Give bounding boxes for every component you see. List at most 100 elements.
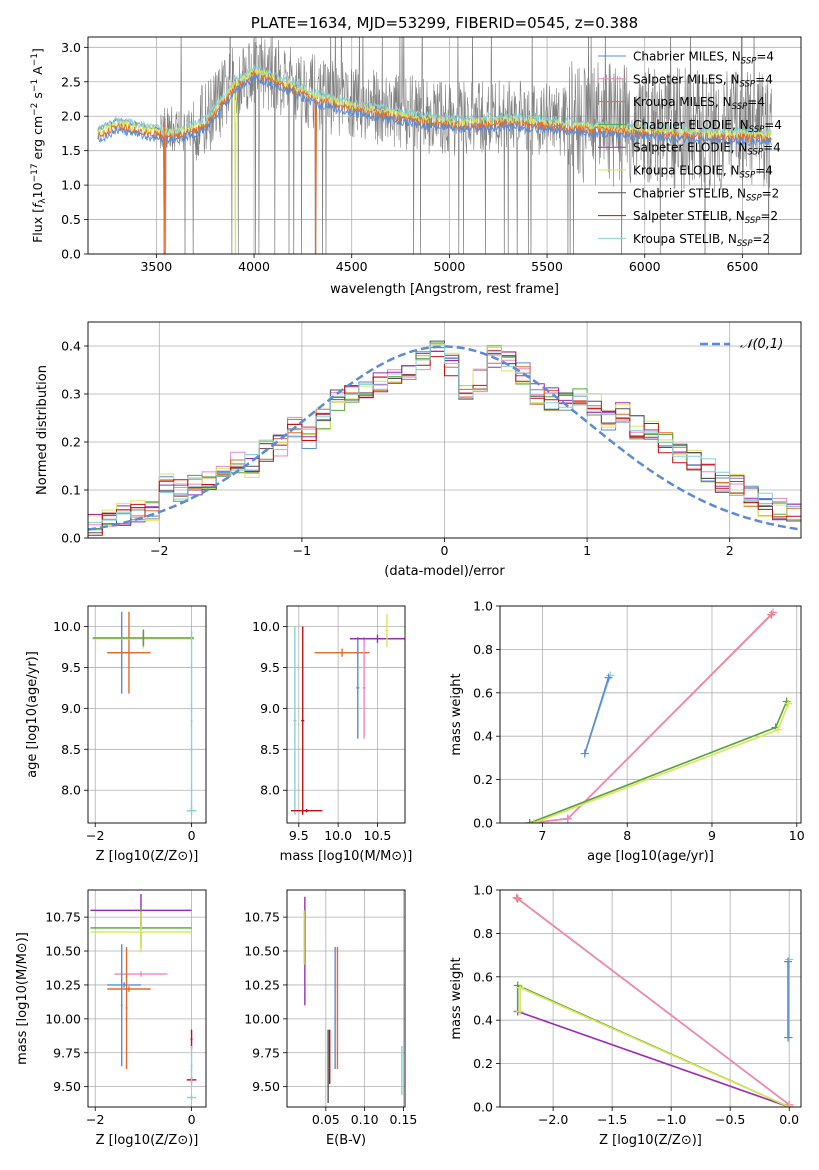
weight-line-salpeter-miles (516, 896, 790, 1106)
y-tick-label: 1.0 (61, 178, 81, 193)
x-tick-label: 10 (789, 828, 805, 843)
y-tick-label: 0.6 (473, 969, 493, 984)
x-tick-label: 9 (708, 828, 716, 843)
y-tick-label: 2.0 (61, 109, 81, 124)
x-tick-label: 1 (583, 543, 591, 558)
x-tick-label: −2 (150, 543, 168, 558)
axes-frame (499, 889, 802, 1108)
y-tick-label: 1.0 (473, 599, 493, 614)
weight-marker (784, 1033, 793, 1042)
spectrum-panel: 3500 4000 4500 5000 5500 6000 6500 0.0 0.5 1.0 1.5… (30, 14, 802, 297)
legend-entry: Chabrier ELODIE, NSSP=4 (633, 118, 782, 135)
weight-marker (769, 608, 778, 617)
x-tick-label: −2 (86, 1112, 104, 1127)
weight-line-chabrier-elodie (529, 701, 788, 823)
y-axis-label: Normed distribution (35, 365, 50, 495)
x-tick-label: 10.0 (324, 828, 352, 843)
weight-line-salpeter-miles (529, 611, 774, 823)
legend-entry: Salpeter STELIB, NSSP=2 (633, 209, 778, 226)
x-tick-label: 6000 (629, 259, 661, 274)
weight-line-kroupa-elodie (519, 986, 790, 1107)
weight-marker (774, 725, 783, 734)
y-tick-label: 0.0 (473, 1100, 493, 1115)
age_vs_Z-panel: −2 0 8.0 8.5 9.0 9.5 10.0 Z [log10(Z/Z⊙)] age [l… (25, 605, 207, 864)
y-tick-label: 10.50 (244, 944, 280, 959)
y-tick-label: 0.4 (473, 1013, 493, 1028)
weight-marker (785, 955, 794, 964)
residual-histogram-kroupa-stelib (88, 343, 801, 524)
y-tick-label: 0.8 (473, 926, 493, 941)
weight_vs_Z-panel: −2.0 −1.5 −1.0 −0.5 0.0 0.0 0.2 0.4 0.6 0.8 1.0 Z [… (449, 883, 802, 1148)
x-tick-label: −0.5 (715, 1112, 745, 1127)
y-tick-label: 2.5 (61, 74, 81, 89)
mass_vs_Z-panel: −2 0 9.50 9.75 10.00 10.25 10.50 10.75 Z [log10(… (15, 889, 207, 1148)
y-tick-label: 10.50 (45, 944, 81, 959)
y-tick-label: 0.0 (61, 247, 81, 262)
y-tick-label: 1.5 (61, 143, 81, 158)
y-axis-label: mass weight (449, 673, 464, 755)
x-tick-label: 9.5 (289, 828, 309, 843)
axes-frame (499, 605, 802, 824)
x-tick-label: −2.0 (538, 1112, 568, 1127)
residuals-panel: −2 −1 0 1 2 0.0 0.1 0.2 0.3 0.4 (data-model)/error… (35, 321, 802, 579)
residual-histogram-salpeter-stelib (88, 350, 801, 536)
y-tick-label: 10.0 (53, 619, 81, 634)
legend-entry: Kroupa ELODIE, NSSP=4 (633, 164, 773, 181)
x-tick-label: 0 (188, 1112, 196, 1127)
y-tick-label: 8.5 (260, 742, 280, 757)
x-tick-label: 0 (441, 543, 449, 558)
normal-distribution-curve (88, 345, 801, 531)
age_vs_Z-plot-area (92, 611, 197, 815)
y-tick-label: 0.2 (473, 1056, 493, 1071)
weight-marker (782, 697, 791, 706)
x-axis-label: Z [log10(Z/Z⊙)] (96, 1133, 199, 1148)
weight-line-salpeter-elodie (517, 1010, 790, 1107)
weight-marker (516, 1007, 525, 1016)
y-tick-label: 9.75 (53, 1045, 81, 1060)
axes-frame (87, 889, 207, 1108)
y-tick-label: 10.25 (45, 977, 81, 992)
x-tick-label: −1.0 (656, 1112, 686, 1127)
y-axis-label: age [log10(age/yr)] (25, 651, 40, 778)
y-tick-label: 8.0 (260, 783, 280, 798)
x-tick-label: 8 (623, 828, 631, 843)
y-tick-label: 0.6 (473, 685, 493, 700)
y-tick-label: 0.8 (473, 642, 493, 657)
x-tick-label: 0 (188, 828, 196, 843)
y-tick-label: 9.50 (252, 1079, 280, 1094)
x-axis-label: Z [log10(Z/Z⊙)] (599, 1133, 702, 1148)
residuals-plot-area (88, 340, 801, 536)
age_vs_mass-plot-area (290, 614, 405, 815)
weight-marker (784, 957, 793, 966)
weight-marker (525, 819, 534, 823)
y-tick-label: 9.75 (252, 1045, 280, 1060)
x-axis-label: Z [log10(Z/Z⊙)] (96, 849, 199, 864)
y-tick-label: 0.3 (61, 387, 81, 402)
legend-entry: Chabrier STELIB, NSSP=2 (633, 186, 779, 203)
x-tick-label: −1.5 (597, 1112, 627, 1127)
y-tick-label: 9.5 (61, 660, 81, 675)
y-tick-label: 0.4 (473, 729, 493, 744)
x-tick-label: 5500 (531, 259, 563, 274)
y-tick-label: 10.75 (45, 910, 81, 925)
y-tick-label: 9.0 (61, 701, 81, 716)
weight-line-chabrier-miles (584, 677, 610, 754)
x-axis-label: (data-model)/error (384, 564, 505, 579)
x-tick-label: 4000 (238, 259, 270, 274)
age_vs_mass-panel: 9.5 10.0 10.5 8.0 8.5 9.0 9.5 10.0 mass [log10(M… (252, 605, 413, 864)
x-tick-label: 2 (726, 543, 734, 558)
axes-frame (87, 321, 802, 539)
weight_vs_age-panel: 7 8 9 10 0.0 0.2 0.4 0.6 0.8 1.0 age [log10(age/yr… (449, 599, 805, 865)
legend-entry: Salpeter ELODIE, NSSP=4 (633, 141, 781, 158)
weight-line-kroupa-elodie (533, 703, 790, 823)
axes-frame (286, 605, 406, 824)
legend-entry: Salpeter MILES, NSSP=4 (633, 72, 773, 89)
x-axis-label: mass [log10(M/M⊙)] (280, 849, 413, 864)
x-tick-label: 4500 (336, 259, 368, 274)
y-tick-label: 3.0 (61, 40, 81, 55)
weight-marker (529, 819, 538, 823)
spectrum-plot-area (97, 37, 772, 254)
mass_vs_Z-grid (88, 890, 206, 1107)
y-tick-label: 8.5 (61, 742, 81, 757)
